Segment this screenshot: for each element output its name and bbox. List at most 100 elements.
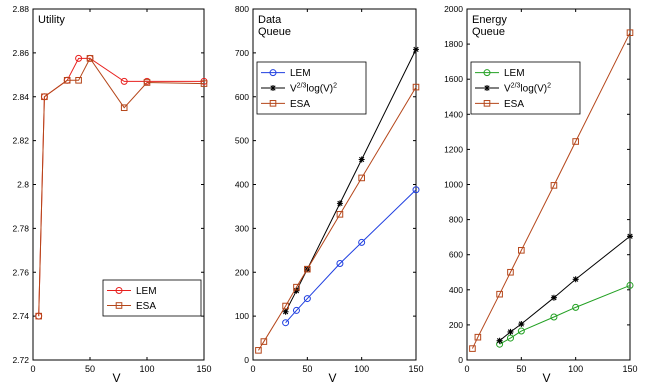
- data-point: [41, 93, 48, 101]
- y-tick-label: 700: [235, 48, 249, 58]
- chart-title: Utility: [38, 14, 65, 26]
- data-point: [336, 211, 344, 218]
- data-point: [518, 321, 525, 328]
- y-tick-label: 600: [449, 250, 463, 260]
- chart-title: Energy Queue: [472, 14, 507, 38]
- y-tick-label: 500: [235, 136, 249, 146]
- legend-marker: [115, 287, 123, 294]
- x-tick-label: 150: [408, 364, 423, 374]
- y-tick-label: 400: [449, 285, 463, 295]
- x-tick-label: 150: [196, 364, 211, 374]
- data-point: [550, 182, 558, 189]
- legend-marker: [270, 85, 276, 91]
- data-point: [86, 55, 94, 62]
- data-point: [282, 308, 289, 315]
- x-tick-label: 0: [464, 364, 469, 374]
- series-line: [258, 86, 417, 351]
- x-axis-label: V: [542, 371, 550, 383]
- series-v-2-3-log-v-2: [496, 233, 633, 344]
- data-point: [572, 303, 580, 311]
- data-point: [303, 295, 311, 303]
- y-tick-label: 2000: [444, 4, 463, 14]
- series-line: [285, 49, 417, 312]
- series-lem: [35, 54, 208, 320]
- legend-label: ESA: [504, 99, 524, 110]
- data-point: [293, 283, 300, 291]
- x-tick-label: 0: [30, 364, 35, 374]
- data-point: [255, 347, 262, 354]
- data-point: [496, 290, 503, 298]
- data-point: [336, 259, 344, 267]
- y-tick-label: 2.74: [12, 311, 29, 321]
- data-point: [474, 333, 482, 341]
- data-point: [143, 79, 151, 86]
- legend-label: LEM: [504, 68, 525, 79]
- legend-marker: [484, 85, 490, 91]
- y-tick-label: 600: [235, 92, 249, 102]
- series-line: [499, 284, 631, 345]
- y-tick-label: 1600: [444, 74, 463, 84]
- legend-label: LEM: [290, 68, 311, 79]
- data-point: [626, 29, 634, 36]
- data-point: [550, 294, 557, 301]
- x-tick-label: 150: [622, 364, 637, 374]
- legend-label: ESA: [290, 99, 310, 110]
- series-line: [499, 235, 631, 342]
- y-tick-label: 300: [235, 223, 249, 233]
- data-point: [506, 334, 514, 342]
- series-lem: [282, 186, 420, 327]
- y-tick-label: 1000: [444, 180, 463, 190]
- data-point: [200, 80, 208, 87]
- x-tick-label: 50: [85, 364, 95, 374]
- data-point: [518, 247, 525, 254]
- series-esa: [469, 29, 634, 352]
- data-point: [507, 328, 514, 335]
- legend: LEM ESA: [102, 279, 202, 317]
- legend-marker: [269, 69, 277, 77]
- y-tick-label: 2.8: [17, 180, 29, 190]
- y-tick-label: 800: [449, 215, 463, 225]
- legend: LEM V2/3log(V)2 ESA: [470, 61, 581, 115]
- legend-marker: [483, 100, 491, 107]
- data-point: [358, 174, 365, 182]
- data-point: [412, 186, 420, 194]
- data-point: [282, 319, 290, 327]
- data-point: [120, 104, 128, 112]
- legend-marker: [115, 302, 123, 309]
- data-point: [550, 313, 558, 321]
- series-line: [38, 57, 205, 317]
- x-tick-label: 100: [354, 364, 369, 374]
- chart-panel-3: 0 50 100 150 0 200 400 600 800 1000 1200 1400 1600 18…: [444, 4, 637, 385]
- data-point: [75, 76, 82, 84]
- data-point: [358, 238, 366, 246]
- y-tick-label: 2.82: [12, 136, 29, 146]
- y-tick-label: 1400: [444, 109, 463, 119]
- x-tick-label: 0: [250, 364, 255, 374]
- legend-label: V2/3log(V)2: [290, 83, 337, 95]
- chart-panel-2: 0 50 100 150 0 100 200 300 400 500 600 700 800 V Data Q…: [235, 4, 424, 385]
- legend-box: [102, 279, 202, 317]
- x-tick-label: 50: [302, 364, 312, 374]
- y-tick-label: 0: [458, 355, 463, 365]
- data-point: [293, 287, 300, 294]
- y-tick-label: 200: [449, 320, 463, 330]
- data-point: [469, 345, 476, 352]
- data-point: [282, 302, 289, 310]
- y-tick-label: 2.72: [12, 355, 29, 365]
- y-tick-label: 2.76: [12, 267, 29, 277]
- data-point: [572, 276, 579, 283]
- series-line: [38, 57, 204, 317]
- data-point: [358, 156, 365, 163]
- legend-label: V2/3log(V)2: [504, 83, 551, 95]
- y-tick-label: 200: [235, 267, 249, 277]
- chart-title: Data Queue: [258, 14, 291, 38]
- legend: LEM V2/3log(V)2 ESA: [256, 61, 367, 115]
- data-point: [626, 281, 634, 289]
- data-point: [63, 76, 71, 84]
- y-tick-label: 0: [244, 355, 249, 365]
- y-tick-label: 1800: [444, 39, 463, 49]
- data-point: [336, 200, 343, 207]
- y-tick-label: 100: [235, 311, 249, 321]
- data-point: [572, 138, 579, 145]
